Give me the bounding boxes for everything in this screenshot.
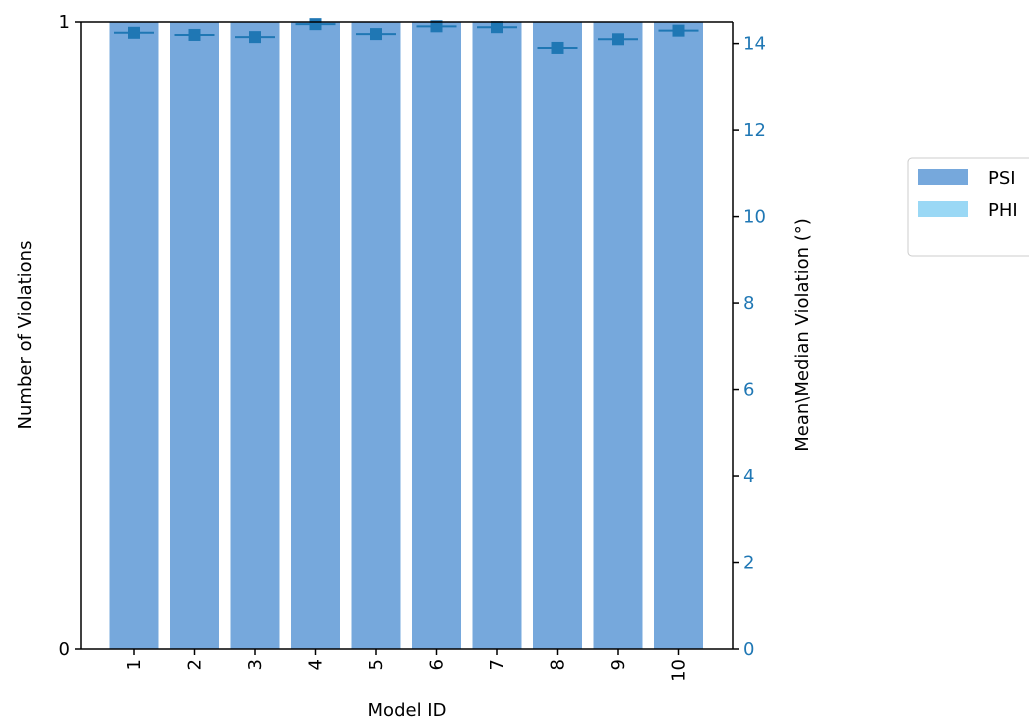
left-tick-label: 0 (59, 639, 70, 660)
left-axis-ticks: 01 (59, 12, 81, 660)
right-tick-label: 6 (743, 380, 754, 401)
right-tick-label: 2 (743, 553, 754, 574)
legend-label-phi: PHI (988, 200, 1018, 221)
x-tick-label: 9 (608, 659, 629, 670)
marker-7 (477, 21, 517, 34)
markers-group (114, 18, 699, 54)
right-tick-label: 10 (743, 207, 766, 228)
y-axis-label-right: Mean\Median Violation (°) (792, 218, 813, 452)
marker-3 (235, 31, 275, 44)
marker-2 (174, 28, 215, 41)
marker-9 (598, 33, 638, 46)
bar-psi-9 (593, 22, 643, 649)
right-tick-label: 12 (743, 120, 766, 141)
x-tick-label: 4 (306, 659, 327, 670)
y-axis-label: Number of Violations (15, 241, 36, 430)
bar-psi-6 (412, 22, 461, 649)
x-tick-label: 2 (185, 659, 206, 670)
right-tick-label: 0 (743, 639, 754, 660)
legend-swatch-psi (918, 169, 968, 185)
bar-psi-10 (654, 22, 703, 649)
x-tick-label: 7 (487, 659, 508, 670)
x-tick-label: 8 (548, 659, 569, 670)
bar-psi-8 (533, 22, 582, 649)
right-tick-label: 14 (743, 34, 766, 55)
marker-8 (537, 41, 578, 54)
right-axis-ticks: 0 2 4 6 8 10 12 14 (733, 34, 766, 660)
x-axis-label: Model ID (368, 700, 447, 719)
legend-swatch-phi (918, 201, 968, 217)
marker-1 (114, 26, 154, 39)
bar-psi-7 (472, 22, 522, 649)
x-tick-label: 1 (124, 659, 145, 670)
marker-4 (295, 18, 336, 31)
bar-psi-4 (291, 22, 340, 649)
left-tick-label: 1 (59, 12, 70, 33)
marker-6 (416, 20, 457, 33)
right-tick-label: 8 (743, 293, 754, 314)
bars-group (109, 22, 703, 649)
right-tick-label: 4 (743, 466, 754, 487)
marker-10 (658, 24, 699, 37)
x-tick-label: 10 (669, 659, 690, 682)
x-tick-label: 3 (245, 659, 266, 670)
bar-psi-1 (109, 22, 159, 649)
bar-psi-2 (170, 22, 219, 649)
bar-psi-3 (230, 22, 280, 649)
bar-psi-5 (351, 22, 401, 649)
x-axis-ticks: 1 2 3 4 5 6 7 8 9 10 (124, 649, 690, 682)
legend: PSI PHI (907, 157, 1029, 257)
x-tick-label: 5 (366, 659, 387, 670)
marker-5 (356, 28, 396, 41)
x-tick-label: 6 (427, 659, 448, 670)
legend-label-psi: PSI (988, 168, 1016, 189)
